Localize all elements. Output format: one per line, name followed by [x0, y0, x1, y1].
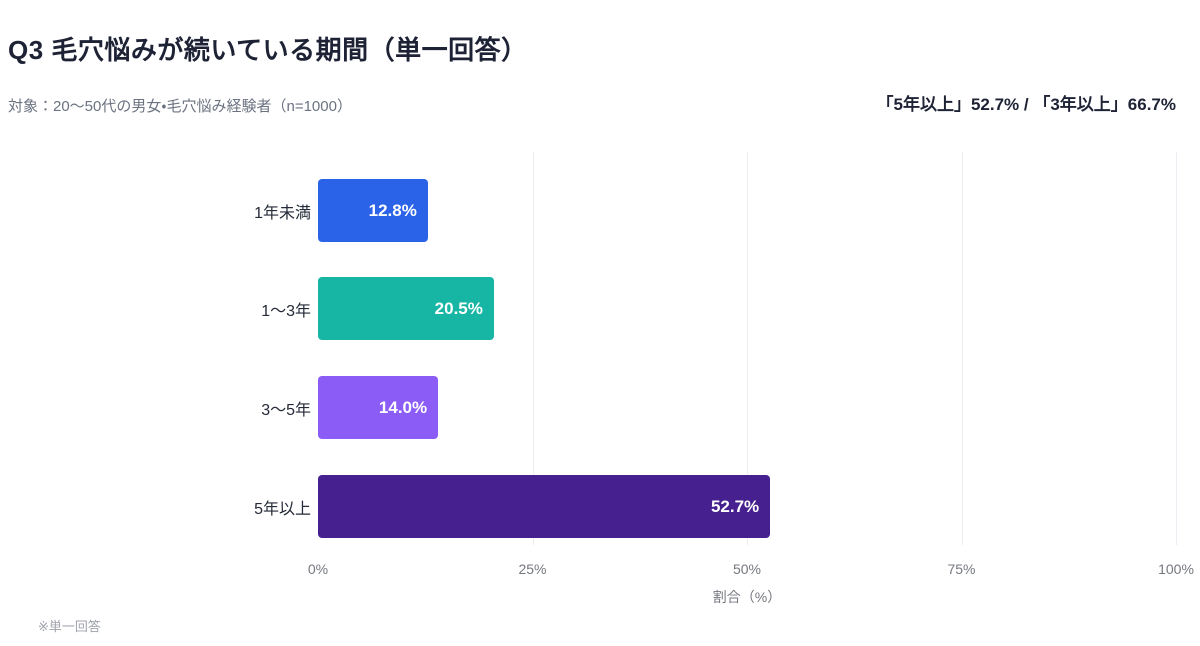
value-label: 12.8%: [368, 200, 417, 220]
bar: 12.8%: [318, 179, 428, 242]
value-label: 14.0%: [378, 397, 428, 417]
category-label: 1〜3年: [261, 302, 311, 320]
bar-row-under-1-year: 1年未満 12.8%: [254, 179, 1176, 242]
bar-row-3-to-5-years: 3〜5年 14.0%: [261, 376, 1176, 439]
gridline-50: [747, 152, 748, 545]
x-axis-title: 割合（%）: [712, 589, 782, 605]
category-label: 5年以上: [254, 500, 311, 518]
gridline-100: [1176, 152, 1177, 545]
bar-chart-plot-area: 1年未満 12.8% 1〜3年 20.5% 3〜5年 14.0% 5年以上 52…: [254, 152, 1177, 545]
x-tick-50: 50%: [732, 561, 762, 577]
bar-row-1-to-3-years: 1〜3年 20.5%: [261, 277, 1176, 340]
bar: 20.5%: [318, 277, 494, 340]
survey-target-subtitle: 対象：20〜50代の男女・毛穴悩み経験者（n=1000）: [8, 98, 352, 115]
gridline-75: [961, 152, 963, 545]
bar: 52.7%: [318, 475, 771, 538]
x-tick-0: 0%: [307, 561, 329, 577]
x-tick-75: 75%: [947, 561, 976, 577]
page-title: Q3 毛穴悩みが続いている期間（単一回答）: [8, 35, 528, 65]
x-axis: 0% 25% 50% 75% 100% 割合（%）: [308, 545, 1194, 605]
key-stat-annotation: 「5年以上」52.7% / 「3年以上」66.7%: [876, 95, 1176, 114]
bar-row-5-years-plus: 5年以上 52.7%: [254, 475, 1176, 538]
value-label: 20.5%: [434, 298, 483, 318]
single-answer-footnote: ※単一回答: [38, 619, 101, 634]
value-label: 52.7%: [710, 496, 760, 516]
category-label: 3〜5年: [261, 401, 311, 419]
bar: 14.0%: [318, 376, 439, 439]
category-label: 1年未満: [254, 204, 311, 222]
x-tick-100: 100%: [1158, 561, 1194, 577]
x-tick-25: 25%: [518, 561, 547, 577]
gridline-25: [532, 152, 534, 545]
